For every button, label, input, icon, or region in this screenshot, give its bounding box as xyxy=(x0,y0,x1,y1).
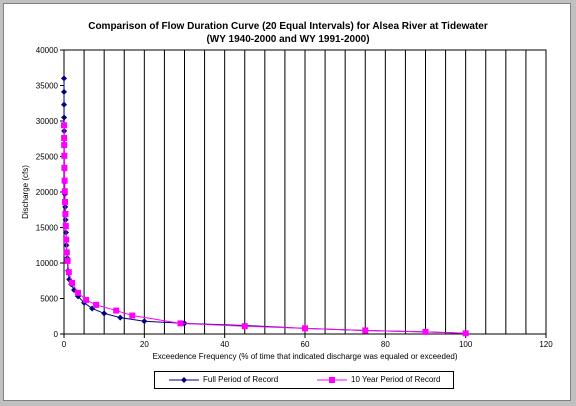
data-point xyxy=(61,142,68,149)
y-tick-label: 15000 xyxy=(36,224,59,233)
data-point xyxy=(61,88,68,95)
chart-frame: Comparison of Flow Duration Curve (20 Eq… xyxy=(3,3,571,401)
y-tick-label: 30000 xyxy=(36,117,59,126)
data-point xyxy=(61,164,68,171)
data-point xyxy=(75,289,82,296)
x-tick-label: 40 xyxy=(220,340,229,349)
chart-title-line-2: (WY 1940-2000 and WY 1991-2000) xyxy=(206,34,370,45)
data-point xyxy=(177,320,184,327)
series-layer xyxy=(61,75,469,337)
data-point xyxy=(61,135,68,142)
data-point xyxy=(61,152,68,159)
data-point xyxy=(93,301,100,308)
legend: Full Period of Record 10 Year Period of … xyxy=(154,371,454,389)
data-point xyxy=(302,325,308,332)
data-point xyxy=(362,327,369,334)
data-point xyxy=(65,269,72,276)
data-point xyxy=(61,101,68,108)
chart-plot: 0 5000 10000 15000 20000 25000 30000 35000 40000… xyxy=(21,46,553,361)
y-tick-label: 20000 xyxy=(36,188,59,197)
data-point xyxy=(62,211,69,218)
x-tick-label: 80 xyxy=(381,340,390,349)
legend-swatch-full-period xyxy=(169,377,199,383)
x-tick-label: 20 xyxy=(140,340,149,349)
data-point xyxy=(101,310,108,317)
data-point xyxy=(61,177,68,184)
legend-label-10-year-period: 10 Year Period of Record xyxy=(351,375,441,384)
data-point xyxy=(141,318,148,325)
chart-title-line-1: Comparison of Flow Duration Curve (20 Eq… xyxy=(88,21,488,32)
x-axis-title: Exceedence Frequency (% of time that ind… xyxy=(152,352,457,361)
data-point xyxy=(62,198,69,205)
tick-labels: 0 5000 10000 15000 20000 25000 30000 35000 40000… xyxy=(36,46,553,349)
data-point xyxy=(69,279,76,286)
x-tick-label: 120 xyxy=(539,340,553,349)
grid-lines xyxy=(83,50,527,334)
y-axis-title: Discharge (cfs) xyxy=(21,165,30,219)
x-tick-label: 0 xyxy=(62,340,67,349)
data-point xyxy=(61,188,68,195)
y-tick-label: 40000 xyxy=(36,46,59,55)
y-tick-label: 10000 xyxy=(36,259,59,268)
data-point xyxy=(62,223,69,230)
y-tick-label: 0 xyxy=(54,330,59,339)
y-tick-label: 35000 xyxy=(36,82,59,91)
data-point xyxy=(117,314,124,321)
data-point xyxy=(241,323,248,330)
data-point xyxy=(64,257,71,264)
x-tick-label: 100 xyxy=(459,340,473,349)
data-point xyxy=(129,312,136,319)
data-point xyxy=(63,249,70,256)
data-point xyxy=(61,114,68,121)
legend-label-full-period: Full Period of Record xyxy=(203,375,279,384)
data-point xyxy=(61,122,68,129)
series-10-year-period-of-record xyxy=(61,122,469,337)
data-point xyxy=(113,307,120,314)
data-point xyxy=(61,75,68,82)
data-point xyxy=(83,296,90,303)
data-point xyxy=(422,328,429,335)
x-tick-label: 60 xyxy=(301,340,310,349)
y-tick-label: 5000 xyxy=(40,295,58,304)
y-tick-label: 25000 xyxy=(36,153,59,162)
data-point xyxy=(462,330,469,337)
legend-swatch-10-year-period xyxy=(317,377,347,383)
data-point xyxy=(63,236,70,243)
